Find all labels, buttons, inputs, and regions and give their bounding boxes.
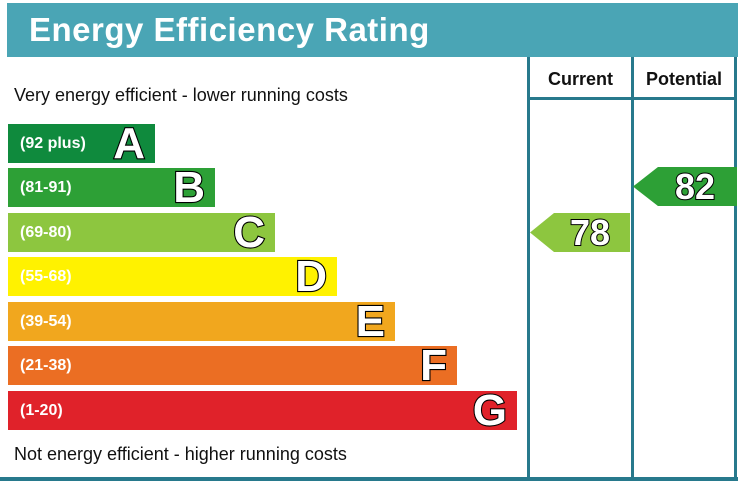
band-g-letter: G — [472, 386, 508, 435]
potential-rating-pointer: 82 — [633, 167, 737, 206]
caption-not-efficient: Not energy efficient - higher running co… — [14, 444, 347, 464]
band-f: (21-38) F — [8, 341, 457, 390]
band-a-range: (92 plus) — [20, 134, 86, 152]
chart-right-border — [734, 57, 737, 480]
band-a: (92 plus) A — [8, 119, 155, 168]
band-b: (81-91) B — [8, 163, 215, 212]
column-header-potential: Potential — [645, 69, 722, 89]
band-e-letter: E — [355, 297, 387, 346]
column-header-current: Current — [547, 69, 613, 89]
band-d-range: (55-68) — [20, 267, 72, 285]
chart-bottom-border — [0, 477, 738, 481]
band-c: (69-80) C — [8, 208, 275, 257]
title-banner: Energy Efficiency Rating — [7, 3, 738, 57]
caption-very-efficient: Very energy efficient - lower running co… — [14, 85, 348, 105]
potential-column-left-border — [631, 57, 634, 480]
band-d: (55-68) D — [8, 252, 337, 301]
current-rating-value: 78 — [569, 212, 611, 253]
band-f-letter: F — [419, 341, 448, 390]
band-d-letter: D — [294, 252, 328, 301]
band-b-range: (81-91) — [20, 178, 72, 196]
band-c-letter: C — [232, 208, 266, 257]
chart-title: Energy Efficiency Rating — [29, 11, 430, 48]
band-g: (1-20) G — [8, 386, 517, 435]
band-b-letter: B — [172, 163, 206, 212]
band-e-range: (39-54) — [20, 312, 72, 330]
column-header-underline — [527, 97, 737, 100]
band-g-range: (1-20) — [20, 401, 63, 419]
current-rating-pointer: 78 — [530, 213, 630, 252]
band-f-range: (21-38) — [20, 356, 72, 374]
band-c-range: (69-80) — [20, 223, 72, 241]
band-a-letter: A — [112, 119, 146, 168]
current-column-left-border — [527, 57, 530, 480]
band-e: (39-54) E — [8, 297, 395, 346]
potential-rating-value: 82 — [674, 166, 716, 207]
